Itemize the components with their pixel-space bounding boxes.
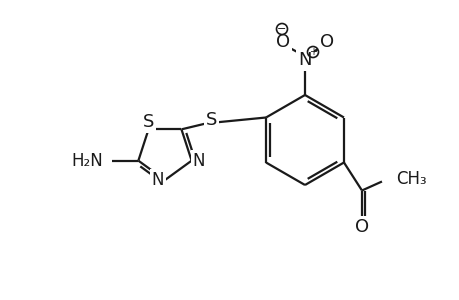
Text: O: O [319, 33, 333, 51]
Text: N: N [192, 152, 204, 170]
Text: S: S [205, 111, 217, 129]
Text: H₂N: H₂N [72, 152, 103, 170]
Text: +: + [308, 47, 316, 57]
Text: CH₃: CH₃ [395, 169, 425, 188]
Text: S: S [143, 113, 154, 131]
Text: N: N [151, 171, 164, 189]
Text: O: O [354, 218, 368, 236]
Text: −: − [277, 24, 286, 34]
Text: N: N [297, 51, 311, 69]
Text: O: O [275, 33, 290, 51]
